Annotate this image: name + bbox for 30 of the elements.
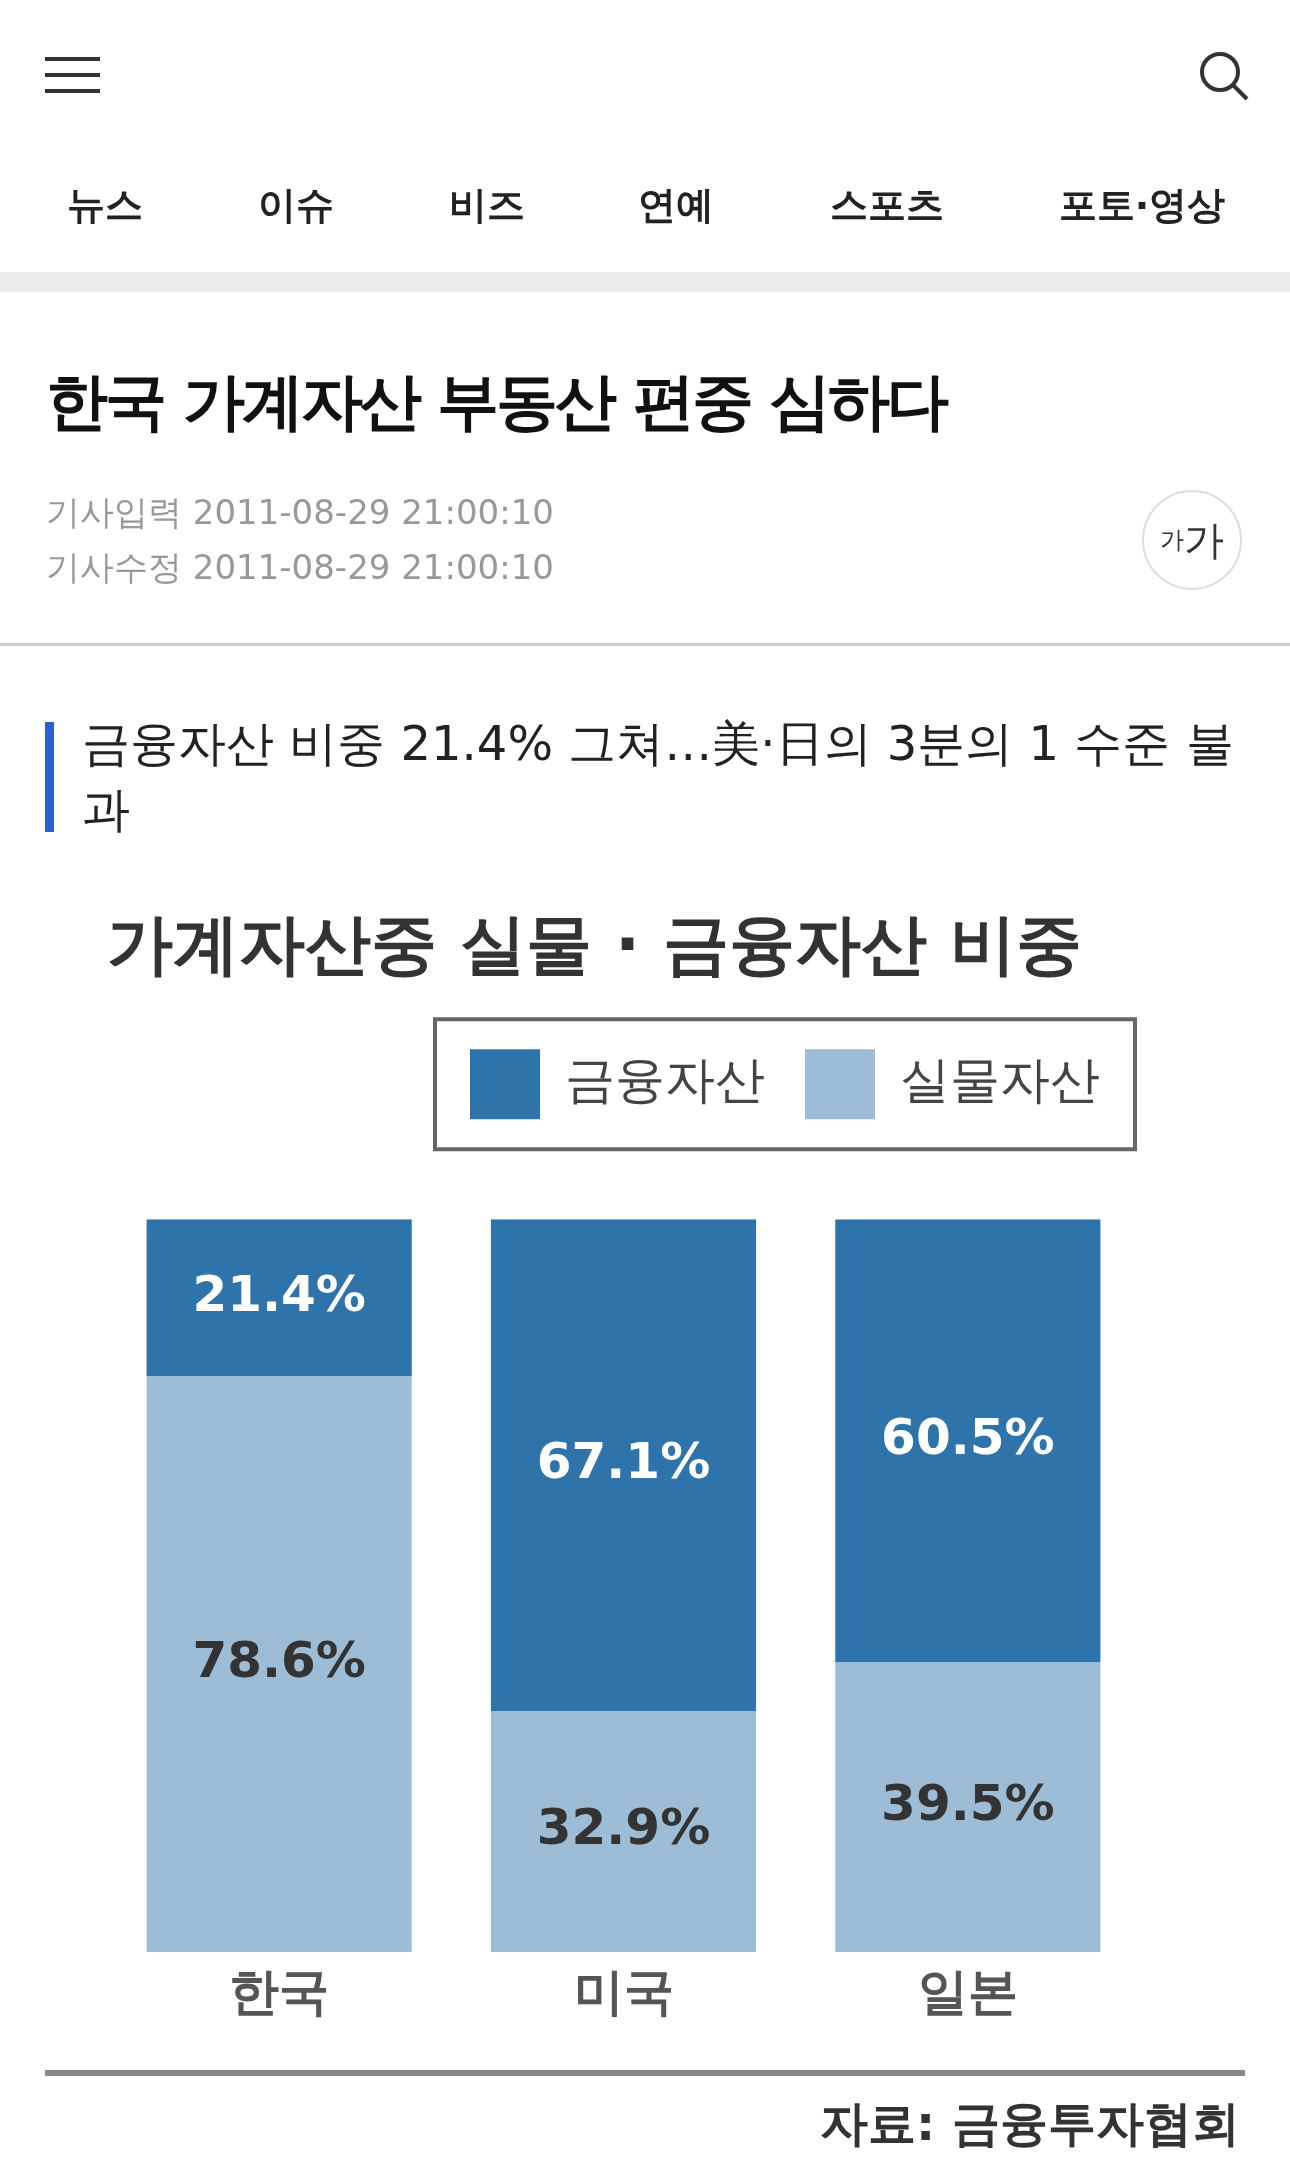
text: 포토·영상	[1058, 182, 1226, 229]
text: 연예	[638, 182, 714, 229]
text: 이슈	[258, 182, 334, 229]
data-label: 39.5%	[881, 1774, 1055, 1833]
text: 한국 가계자산 부동산 편중 심하다	[46, 364, 947, 440]
bar	[490, 1219, 757, 1711]
x-tick-label: 미국	[573, 1962, 674, 2021]
bar	[835, 1219, 1101, 1663]
text: 기사수정 2011-08-29 21:00:10	[46, 546, 554, 589]
data-label: 78.6%	[192, 1630, 366, 1689]
data-label: 32.9%	[536, 1798, 711, 1857]
data-label: 60.5%	[881, 1407, 1055, 1466]
text: 비즈	[449, 182, 525, 229]
bar	[835, 1662, 1101, 1952]
text: 기사입력 2011-08-29 21:00:10	[46, 491, 554, 534]
text: 스포츠	[830, 182, 944, 229]
data-label: 21.4%	[192, 1264, 366, 1323]
bar	[146, 1376, 412, 1952]
chart-title: 가계자산중 실물 · 금융자산 비중	[107, 905, 1082, 983]
legend-label: 금융자산	[565, 1051, 765, 1110]
legend-label: 실물자산	[900, 1051, 1100, 1110]
bar	[490, 1710, 757, 1952]
text: 뉴스	[67, 182, 143, 229]
x-tick-label: 한국	[229, 1962, 330, 2021]
bar	[146, 1219, 412, 1377]
x-tick-label: 일본	[917, 1962, 1018, 2021]
data-label: 67.1%	[536, 1432, 711, 1491]
text: 금융자산 비중 21.4% 그쳐…美·日의 3분의 1 수준 불과	[82, 714, 1235, 839]
text: 자료: 금융투자협회	[820, 2094, 1240, 2153]
text: 가가	[1160, 515, 1224, 565]
